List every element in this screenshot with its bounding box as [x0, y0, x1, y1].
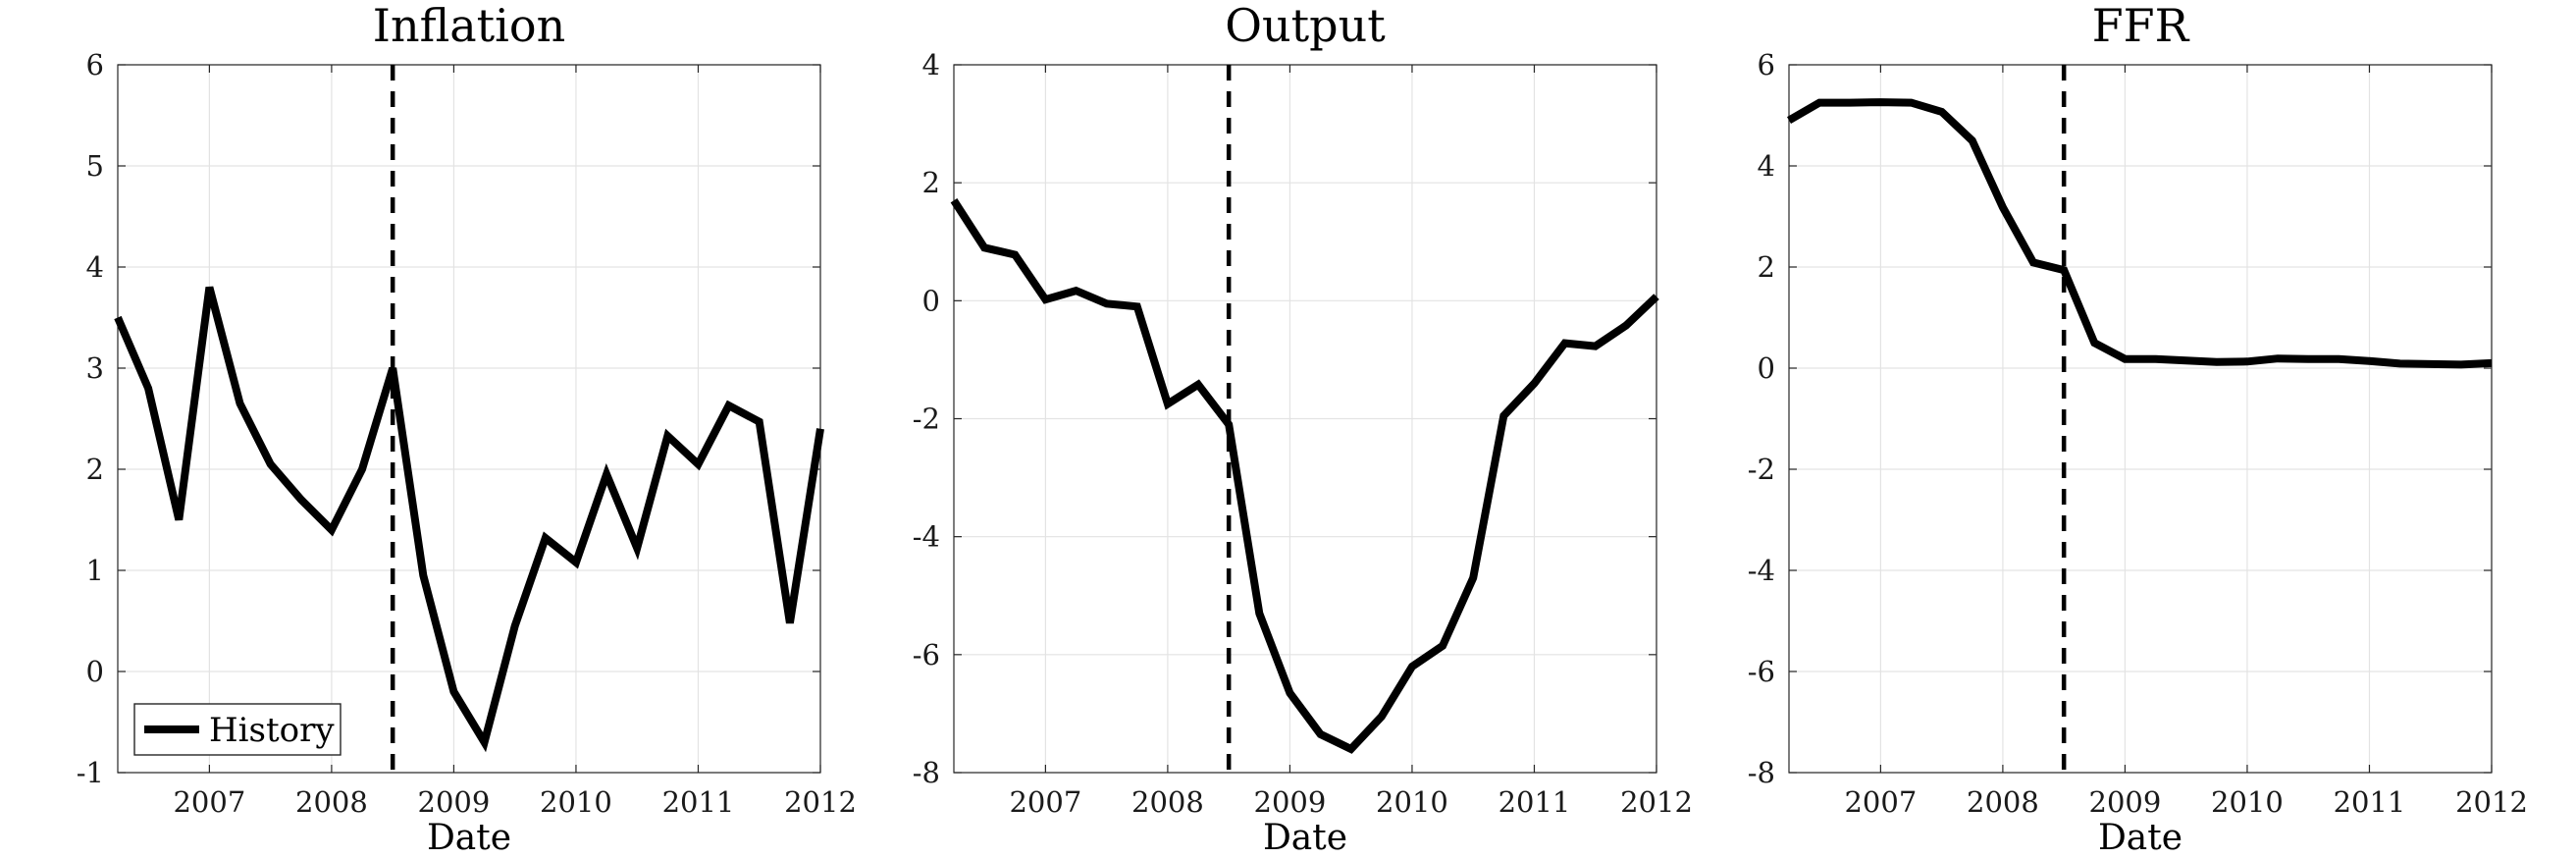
x-tick-label: 2007 — [173, 785, 245, 819]
x-tick-label: 2007 — [1844, 785, 1917, 819]
x-tick-label: 2010 — [1376, 785, 1448, 819]
chart-title: Output — [1225, 0, 1386, 52]
axes-frame — [1788, 64, 2493, 774]
x-tick-label: 2012 — [784, 785, 857, 819]
x-tick-label: 2007 — [1009, 785, 1081, 819]
y-tick-label: -4 — [1748, 554, 1775, 587]
series-line-history — [1786, 98, 2493, 369]
y-tick-label: 1 — [86, 554, 104, 587]
chart-panel-1: -8 -6 -4 -2 0 2 4 2007 2008 2009 2010 2011 2012 Outpu… — [913, 0, 1693, 858]
y-tick-label: 0 — [86, 655, 104, 688]
x-tick-label: 2009 — [2089, 785, 2162, 819]
x-tick-label: 2011 — [662, 785, 735, 819]
y-tick-label: 0 — [922, 284, 940, 317]
x-tick-label: 2010 — [540, 785, 612, 819]
x-tick-label: 2008 — [1967, 785, 2039, 819]
x-tick-label: 2008 — [1131, 785, 1204, 819]
series-line-history — [950, 198, 1659, 754]
y-tick-label: 2 — [1758, 250, 1775, 284]
y-tick-label: -6 — [913, 638, 940, 671]
legend-label: History — [209, 711, 335, 750]
x-axis-label: Date — [2098, 818, 2182, 858]
axes-frame — [953, 64, 1657, 774]
x-tick-label: 2012 — [1620, 785, 1693, 819]
axes-frame — [117, 64, 821, 774]
y-tick-label: 2 — [86, 453, 104, 486]
x-tick-label: 2009 — [1254, 785, 1327, 819]
y-tick-label: -2 — [913, 403, 940, 436]
series-line-history — [114, 286, 824, 753]
x-tick-label: 2011 — [1498, 785, 1571, 819]
y-tick-label: 4 — [922, 48, 940, 81]
y-tick-label: 0 — [1758, 351, 1775, 385]
x-axis-label: Date — [1263, 818, 1347, 858]
y-tick-label: 2 — [922, 166, 940, 199]
y-tick-label: 6 — [86, 48, 104, 81]
y-tick-label: -8 — [913, 756, 940, 789]
y-tick-label: 4 — [86, 250, 104, 284]
y-tick-label: -6 — [1748, 655, 1775, 688]
y-tick-label: -1 — [77, 756, 104, 789]
x-axis-label: Date — [427, 818, 511, 858]
x-tick-label: 2009 — [418, 785, 491, 819]
chart-title: Inflation — [373, 0, 565, 52]
x-tick-label: 2010 — [2211, 785, 2284, 819]
chart-panel-0: -1 0 1 2 3 4 5 6 2007 2008 2009 2010 2011 2012 Inflati… — [77, 0, 857, 858]
y-tick-label: 3 — [86, 351, 104, 385]
y-tick-label: 4 — [1758, 149, 1775, 183]
y-tick-label: -2 — [1748, 453, 1775, 486]
y-tick-label: -8 — [1748, 756, 1775, 789]
y-tick-label: -4 — [913, 520, 940, 554]
y-tick-label: 5 — [86, 149, 104, 183]
x-tick-label: 2008 — [295, 785, 368, 819]
chart-title: FFR — [2092, 0, 2190, 52]
y-tick-label: 6 — [1758, 48, 1775, 81]
x-tick-label: 2011 — [2334, 785, 2406, 819]
legend: History — [133, 703, 342, 756]
x-tick-label: 2012 — [2455, 785, 2528, 819]
chart-panel-2: -8 -6 -4 -2 0 2 4 6 2007 2008 2009 2010 2011 2012 FFR D… — [1748, 0, 2528, 858]
